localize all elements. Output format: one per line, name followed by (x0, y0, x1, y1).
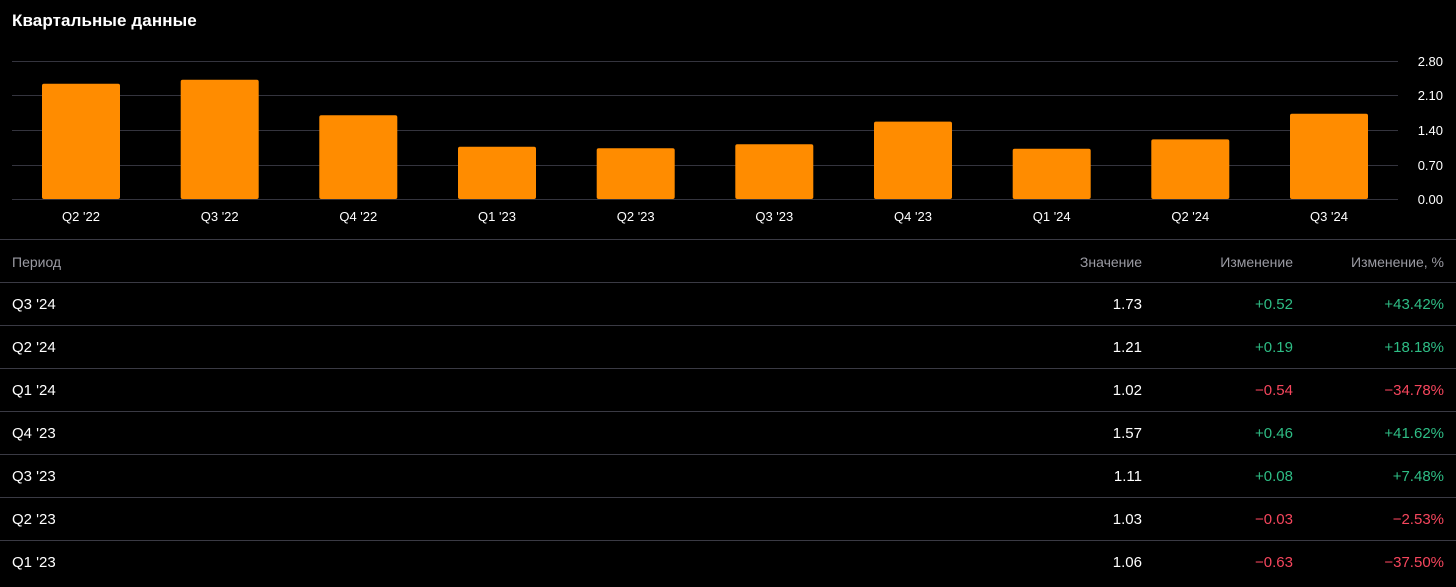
chart-x-axis: Q2 '22 Q3 '22 Q4 '22 Q1 '23 Q2 '23 Q3 '23 Q4 '… (62, 209, 1348, 224)
x-tick-label: Q2 '24 (1171, 209, 1209, 224)
table-body: Q3 '24 1.73 +0.52 +43.42% Q2 '24 1.21 +0.19 +18… (0, 283, 1456, 584)
table-header: Период Значение Изменение Изменение, % (0, 240, 1456, 283)
bar[interactable] (596, 148, 675, 199)
x-tick-label: Q1 '24 (1033, 209, 1071, 224)
row-change-pct: −34.78% (1384, 382, 1444, 399)
row-value: 1.11 (1113, 468, 1142, 485)
row-change: +0.52 (1255, 296, 1293, 313)
row-period: Q3 '24 (12, 296, 56, 313)
quarterly-bar-chart: Q2 '22 Q3 '22 Q4 '22 Q1 '23 Q2 '23 Q3 '23 Q4 '… (12, 54, 1443, 224)
x-tick-label: Q4 '23 (894, 209, 932, 224)
row-change-pct: +43.42% (1384, 296, 1444, 313)
header-value[interactable]: Значение (1079, 254, 1142, 270)
table-row[interactable]: Q4 '23 1.57 +0.46 +41.62% (0, 412, 1456, 455)
chart-gridlines (12, 61, 1398, 200)
row-value: 1.21 (1112, 339, 1142, 356)
row-change: −0.63 (1255, 554, 1293, 571)
bar[interactable] (1290, 113, 1368, 199)
row-change-pct: −37.50% (1384, 554, 1444, 571)
bar[interactable] (180, 79, 259, 199)
row-period: Q3 '23 (12, 468, 56, 485)
y-tick-label: 1.40 (1418, 123, 1443, 138)
x-tick-label: Q1 '23 (478, 209, 516, 224)
row-period: Q4 '23 (12, 425, 56, 442)
data-table: Период Значение Изменение Изменение, % Q… (0, 240, 1456, 584)
table-row[interactable]: Q3 '23 1.11 +0.08 +7.48% (0, 455, 1456, 498)
row-change: −0.54 (1255, 382, 1293, 399)
row-value: 1.73 (1112, 296, 1142, 313)
x-tick-label: Q2 '23 (617, 209, 655, 224)
x-tick-label: Q2 '22 (62, 209, 100, 224)
table-row[interactable]: Q2 '24 1.21 +0.19 +18.18% (0, 326, 1456, 369)
table-row[interactable]: Q3 '24 1.73 +0.52 +43.42% (0, 283, 1456, 326)
row-change-pct: −2.53% (1392, 511, 1444, 528)
table-row[interactable]: Q1 '24 1.02 −0.54 −34.78% (0, 369, 1456, 412)
y-tick-label: 0.70 (1418, 158, 1443, 173)
table-row[interactable]: Q2 '23 1.03 −0.03 −2.53% (0, 498, 1456, 541)
bar[interactable] (874, 121, 952, 199)
row-value: 1.57 (1112, 425, 1142, 442)
x-tick-label: Q3 '22 (201, 209, 239, 224)
header-change-pct[interactable]: Изменение, % (1351, 254, 1444, 270)
row-change: +0.46 (1255, 425, 1293, 442)
header-change[interactable]: Изменение (1220, 254, 1293, 270)
row-change-pct: +18.18% (1384, 339, 1444, 356)
x-tick-label: Q4 '22 (339, 209, 377, 224)
bar[interactable] (458, 146, 536, 199)
row-period: Q2 '24 (12, 339, 56, 356)
widget-title: Квартальные данные (12, 11, 197, 30)
y-tick-label: 0.00 (1418, 192, 1443, 207)
row-period: Q1 '24 (12, 382, 56, 399)
x-tick-label: Q3 '23 (755, 209, 793, 224)
table-row[interactable]: Q1 '23 1.06 −0.63 −37.50% (0, 541, 1456, 584)
y-tick-label: 2.80 (1418, 54, 1443, 69)
row-period: Q1 '23 (12, 554, 56, 571)
row-change: −0.03 (1255, 511, 1293, 528)
bar[interactable] (319, 115, 398, 199)
y-tick-label: 2.10 (1418, 88, 1443, 103)
row-change-pct: +7.48% (1392, 468, 1444, 485)
row-change: +0.19 (1255, 339, 1293, 356)
table-divider (0, 239, 1456, 240)
x-tick-label: Q3 '24 (1310, 209, 1348, 224)
row-period: Q2 '23 (12, 511, 56, 528)
bar[interactable] (1012, 148, 1091, 199)
row-value: 1.02 (1112, 382, 1142, 399)
bar[interactable] (42, 83, 120, 199)
row-change: +0.08 (1255, 468, 1293, 485)
row-value: 1.03 (1112, 511, 1142, 528)
bar[interactable] (735, 144, 814, 199)
header-period[interactable]: Период (12, 254, 62, 270)
chart-y-axis: 0.00 0.70 1.40 2.10 2.80 (1418, 54, 1443, 207)
row-value: 1.06 (1112, 554, 1142, 571)
chart-bars (42, 79, 1368, 199)
row-change-pct: +41.62% (1384, 425, 1444, 442)
bar[interactable] (1151, 139, 1230, 199)
